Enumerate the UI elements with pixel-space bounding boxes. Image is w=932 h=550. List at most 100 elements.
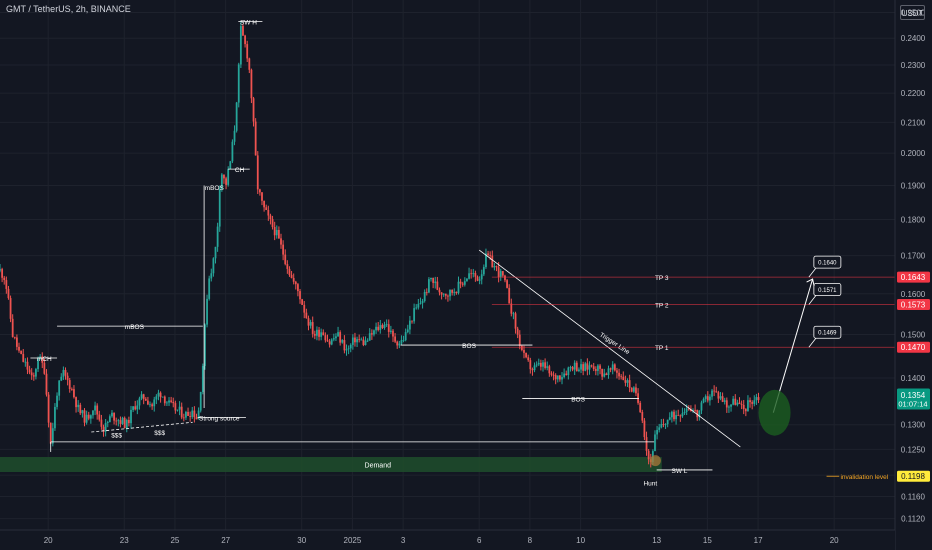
last-price-label-box — [897, 388, 930, 410]
candle-body — [635, 387, 637, 394]
symbol-title[interactable]: GMT / TetherUS, 2h, BINANCE — [6, 4, 131, 14]
projection-arrow-head — [806, 278, 815, 287]
candle-body — [618, 372, 620, 377]
candle-body — [290, 274, 293, 278]
candle-body — [51, 428, 54, 444]
candle-body — [738, 402, 741, 405]
candle-body — [744, 409, 747, 412]
time-axis[interactable]: 20 23 25 27 30 2025 3 6 8 10 13 15 17 20 — [0, 529, 895, 550]
candle-body — [60, 376, 63, 381]
candle-body — [108, 416, 111, 422]
candle-body — [26, 361, 29, 370]
time-tick-label: 6 — [477, 536, 482, 545]
candle-body — [567, 367, 570, 376]
candle-body — [239, 26, 242, 65]
price-tick-label: 0.2200 — [901, 89, 926, 98]
candle-body — [474, 273, 477, 277]
candle-body — [104, 423, 107, 432]
candle-body — [597, 365, 599, 371]
candle-body — [611, 364, 614, 370]
candle-body — [609, 368, 612, 370]
candle-body — [637, 393, 639, 403]
demand-zone — [0, 457, 662, 473]
candle-body — [168, 400, 170, 403]
candle-body — [613, 364, 616, 371]
candle-body — [113, 412, 115, 421]
candle-body — [571, 367, 574, 370]
candle-body — [356, 339, 358, 343]
candle-body — [227, 169, 230, 185]
candle-body — [732, 398, 735, 405]
candle-body — [751, 402, 754, 404]
candle-body — [347, 348, 350, 350]
tp-price-label: 0.1573 — [901, 301, 926, 310]
candle-body — [537, 362, 540, 365]
target-callout-label: 0.1640 — [818, 261, 837, 267]
candle-body — [687, 408, 690, 410]
candle-body — [525, 352, 527, 358]
candle-body — [588, 365, 591, 370]
candle-body — [628, 380, 631, 388]
candle-body — [159, 392, 162, 398]
candle-body — [554, 375, 557, 380]
liquidity-label: $$$ — [111, 432, 122, 439]
price-tick-label: 0.1800 — [901, 216, 926, 225]
candle-body — [605, 373, 608, 376]
candle-body — [261, 192, 263, 201]
candle-body — [216, 226, 219, 247]
candle-body — [75, 397, 77, 408]
candle-body — [339, 332, 342, 343]
trigger-line — [478, 249, 741, 448]
candle-body — [311, 322, 314, 334]
candle-body — [406, 329, 409, 333]
candle-body — [1, 269, 4, 278]
candle-body — [480, 274, 483, 280]
candle-body — [140, 394, 143, 399]
candle-body — [381, 325, 384, 328]
candle-body — [518, 334, 521, 346]
candle-body — [138, 398, 141, 406]
candle-body — [696, 410, 699, 418]
price-tick-label: 0.2300 — [901, 61, 926, 70]
target-callout-box — [813, 255, 842, 269]
time-tick-label: 10 — [576, 536, 585, 545]
candle-body — [747, 400, 749, 412]
candle-body — [542, 362, 544, 367]
candle-body — [411, 320, 413, 322]
price-tick-label: 0.1900 — [901, 181, 926, 190]
candle-body — [510, 303, 513, 314]
target-callout-label: 0.1571 — [818, 288, 837, 294]
candle-body — [453, 291, 456, 293]
candle-body — [142, 394, 145, 399]
candle-body — [539, 362, 542, 367]
candle-body — [721, 396, 724, 402]
candle-body — [675, 415, 678, 420]
mch-label: mCH — [37, 356, 52, 363]
candle-body — [153, 399, 156, 407]
currency-badge[interactable]: USDT — [900, 5, 925, 20]
candle-body — [658, 427, 661, 430]
candle-body — [79, 404, 82, 414]
candle-body — [561, 377, 563, 380]
candle-body — [364, 340, 367, 345]
candle-body — [459, 281, 462, 284]
candle-body — [592, 366, 595, 370]
candle-body — [280, 238, 282, 245]
candle-body — [654, 434, 656, 452]
candle-body — [324, 335, 327, 341]
candle-body — [30, 372, 33, 376]
candle-body — [37, 358, 39, 370]
candle-body — [620, 376, 623, 378]
candle-body — [639, 402, 642, 412]
candle-body — [254, 121, 257, 156]
candle-body — [709, 396, 711, 401]
candle-body — [123, 417, 126, 428]
candle-body — [713, 390, 716, 392]
candle-body — [742, 404, 745, 410]
candle-body — [161, 396, 164, 398]
candle-body — [144, 398, 147, 401]
candle-body — [715, 391, 718, 393]
price-tick-label: 0.2100 — [901, 118, 926, 127]
candle-body — [210, 273, 213, 279]
